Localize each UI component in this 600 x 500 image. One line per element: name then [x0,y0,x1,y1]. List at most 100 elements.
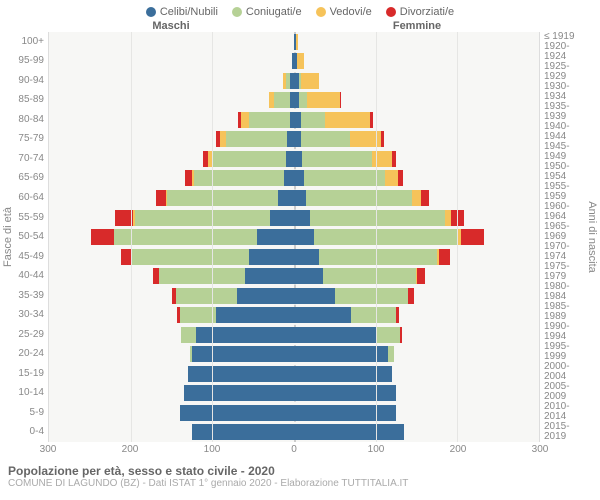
seg-celibi [245,268,294,284]
year-label: 2000-2004 [544,362,586,382]
bar-row [49,286,539,306]
seg-coniugati [302,151,371,167]
legend-label: Celibi/Nubili [160,6,218,18]
year-label: 1930-1934 [544,82,586,102]
age-label: 85-89 [14,91,44,111]
seg-celibi [196,327,294,343]
age-label: 35-39 [14,286,44,306]
legend: Celibi/NubiliConiugati/eVedovi/eDivorzia… [0,0,600,20]
seg-coniugati [226,131,287,147]
seg-coniugati [181,327,196,343]
age-label: 40-44 [14,266,44,286]
seg-coniugati [249,112,290,128]
legend-swatch [316,7,326,17]
bar-row [49,188,539,208]
seg-divorziati [417,268,425,284]
seg-coniugati [176,288,237,304]
bar-female [294,268,539,284]
gridline [131,32,132,442]
bar-male [49,53,294,69]
seg-vedovi [372,151,392,167]
seg-vedovi [385,170,397,186]
seg-coniugati [301,112,326,128]
bar-male [49,112,294,128]
seg-divorziati [156,190,166,206]
header-female: Femmine [294,20,540,32]
x-tick: 100 [368,444,385,455]
bar-row [49,110,539,130]
bar-row [49,91,539,111]
bar-row [49,384,539,404]
gridline [376,32,377,442]
seg-celibi [294,385,396,401]
year-label: 1975-1979 [544,262,586,282]
seg-coniugati [114,229,257,245]
legend-swatch [386,7,396,17]
bar-rows [49,32,539,442]
seg-coniugati [323,268,417,284]
bar-row [49,130,539,150]
seg-coniugati [310,210,445,226]
seg-celibi [278,190,294,206]
bar-row [49,149,539,169]
bar-female [294,346,539,362]
yaxis-right-title: Anni di nascita [586,201,598,273]
bar-female [294,385,539,401]
yaxis-left-title: Fasce di età [2,207,14,267]
bar-female [294,92,539,108]
age-label: 55-59 [14,208,44,228]
seg-divorziati [439,249,450,265]
seg-celibi [294,327,376,343]
gender-headers: Maschi Femmine [0,20,600,32]
seg-celibi [257,229,294,245]
age-label: 25-29 [14,325,44,345]
seg-coniugati [180,307,217,323]
bar-female [294,405,539,421]
year-label: 1945-1949 [544,142,586,162]
bar-male [49,210,294,226]
year-label: 1970-1974 [544,242,586,262]
seg-celibi [237,288,294,304]
year-label: 1955-1959 [544,182,586,202]
seg-celibi [294,229,314,245]
seg-coniugati [212,151,286,167]
seg-coniugati [306,190,412,206]
bar-row [49,345,539,365]
seg-celibi [294,405,396,421]
seg-celibi [294,151,302,167]
bar-row [49,247,539,267]
x-tick: 0 [291,444,297,455]
x-tick: 300 [532,444,549,455]
year-label: 1985-1989 [544,302,586,322]
year-label: 1960-1964 [544,202,586,222]
bar-female [294,229,539,245]
plot [48,32,540,442]
seg-coniugati [159,268,245,284]
year-label: 1995-1999 [544,342,586,362]
bar-row [49,227,539,247]
header-male: Maschi [48,20,294,32]
age-label: 80-84 [14,110,44,130]
seg-coniugati [319,249,437,265]
seg-divorziati [461,229,484,245]
seg-coniugati [335,288,409,304]
seg-divorziati [121,249,131,265]
bar-male [49,346,294,362]
seg-celibi [192,424,294,440]
age-label: 95-99 [14,52,44,72]
bar-row [49,208,539,228]
seg-divorziati [91,229,114,245]
bar-female [294,73,539,89]
seg-celibi [184,385,294,401]
bar-male [49,73,294,89]
seg-divorziati [421,190,429,206]
seg-celibi [286,151,294,167]
year-label: 1925-1929 [544,62,586,82]
age-label: 20-24 [14,345,44,365]
seg-celibi [180,405,294,421]
seg-celibi [249,249,294,265]
year-label: 2010-2014 [544,402,586,422]
bar-male [49,327,294,343]
age-label: 65-69 [14,169,44,189]
x-tick: 200 [450,444,467,455]
